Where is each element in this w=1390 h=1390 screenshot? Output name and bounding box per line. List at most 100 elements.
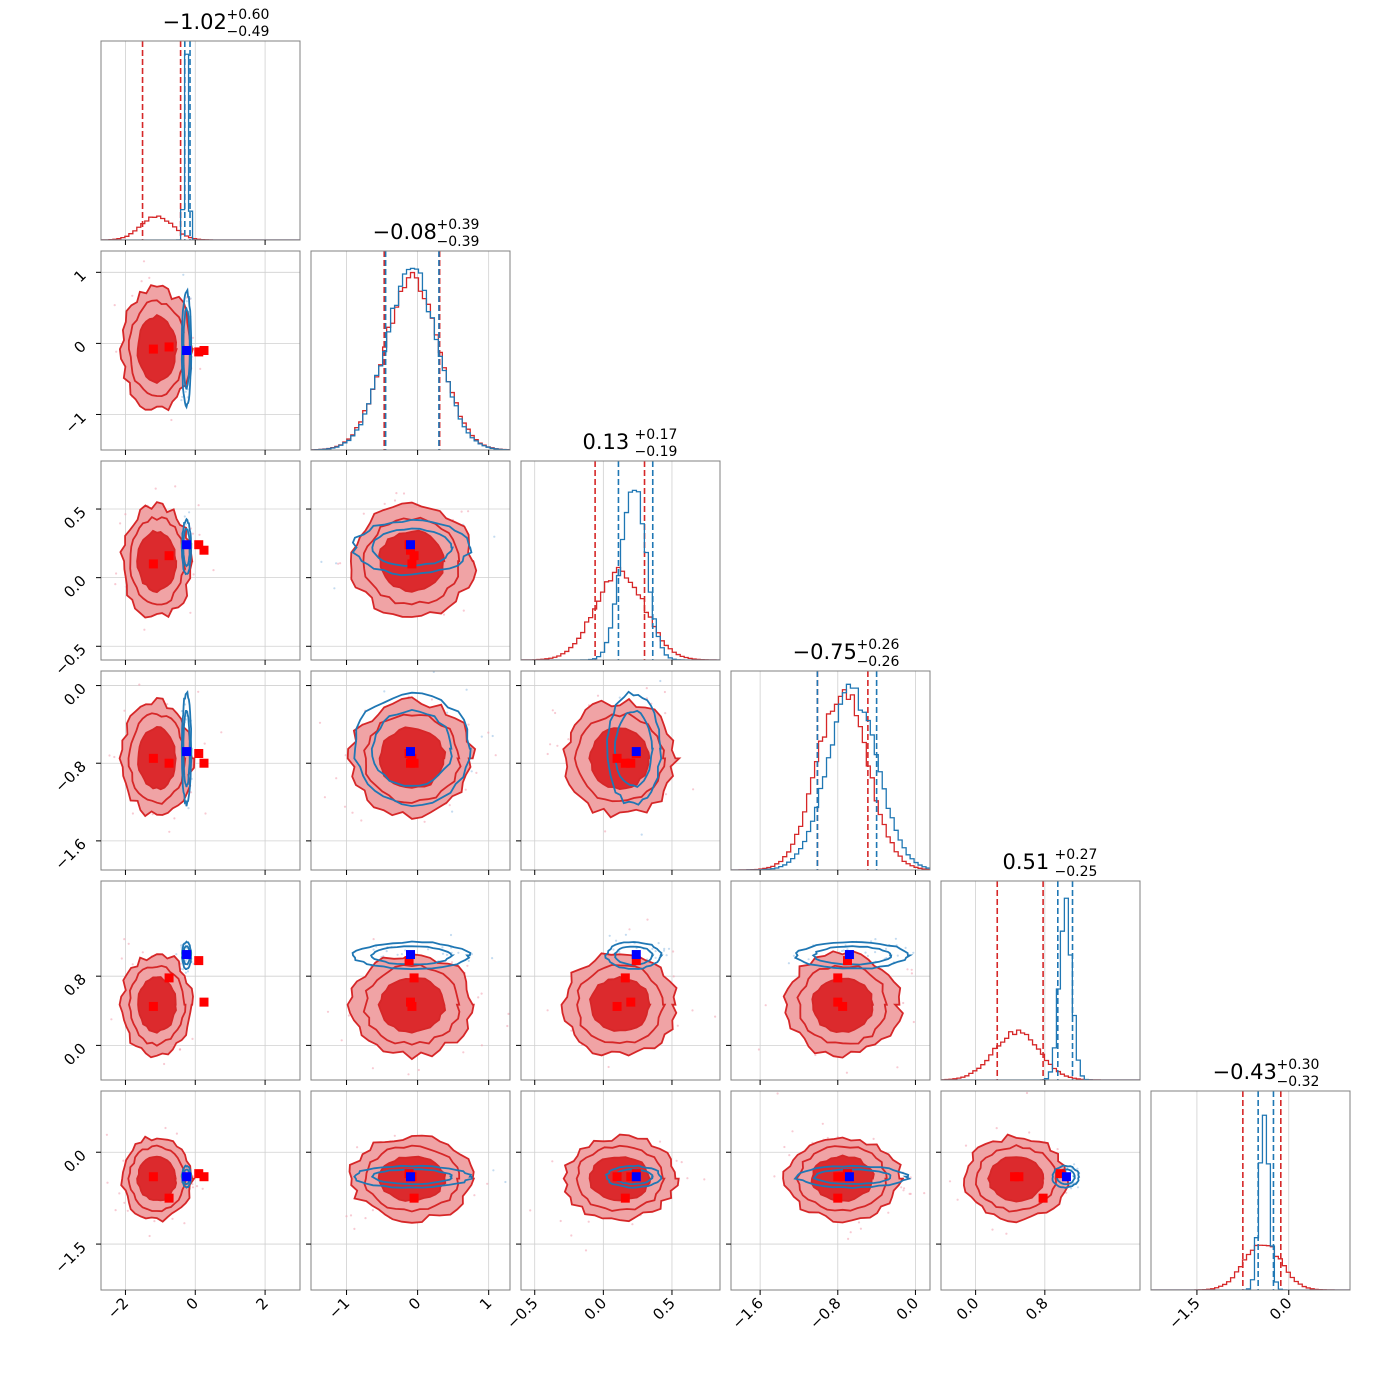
red-marker — [148, 344, 158, 354]
red-marker — [620, 973, 630, 983]
blue-marker — [182, 346, 192, 355]
histogram-panel-5: −0.43 +0.30−0.32 −1.5 0.0 — [1150, 1057, 1351, 1333]
scatter-point — [1070, 1187, 1073, 1190]
scatter-point — [131, 294, 134, 297]
scatter-point — [351, 811, 354, 814]
scatter-point — [604, 830, 607, 833]
scatter-point — [123, 1201, 126, 1204]
scatter-point — [393, 1134, 396, 1137]
scatter-point — [189, 297, 192, 300]
scatter-point — [123, 709, 126, 712]
axes-frame — [100, 40, 301, 241]
scatter-point — [396, 455, 398, 457]
scatter-point — [188, 511, 191, 514]
scatter-point — [356, 1146, 359, 1149]
scatter-point — [385, 950, 388, 953]
blue-contour-outer — [180, 1164, 192, 1189]
red-marker — [406, 997, 415, 1007]
scatter-point — [676, 1024, 679, 1027]
red-marker — [148, 753, 158, 763]
scatter-point — [480, 992, 483, 995]
scatter-point — [201, 1187, 204, 1190]
scatter-point — [1005, 1232, 1008, 1235]
scatter-point — [842, 949, 845, 952]
scatter-point — [645, 687, 648, 690]
scatter-point — [607, 1065, 610, 1069]
scatter-point — [791, 1130, 794, 1133]
red-marker — [620, 758, 630, 768]
scatter-point — [175, 1132, 178, 1135]
red-marker — [199, 758, 209, 768]
scatter-point — [672, 950, 675, 953]
red-marker — [842, 956, 852, 966]
panel-title-minus-5: −0.32 — [1277, 1074, 1320, 1090]
axes-frame — [730, 880, 931, 1081]
scatter-point — [788, 1154, 791, 1157]
panel-title-minus-4: −0.25 — [1055, 864, 1098, 880]
scatter-point — [166, 703, 169, 706]
red-marker — [1014, 1172, 1024, 1182]
scatter-point — [449, 933, 453, 937]
red-marker — [409, 1193, 419, 1203]
blue-contour-outer — [351, 940, 472, 971]
red-histogram — [311, 271, 510, 450]
red-marker — [409, 551, 419, 561]
red-marker — [612, 1172, 622, 1182]
red-marker — [407, 753, 417, 763]
red-contour-mid — [363, 713, 462, 804]
scatter-point — [333, 587, 336, 590]
x-tick-label: 0 — [183, 1294, 202, 1313]
red-marker — [194, 1169, 204, 1179]
y-tick-label: −1.5 — [51, 1238, 89, 1276]
panel-title-3: −0.75 — [793, 640, 857, 664]
axes-frame — [310, 1090, 511, 1291]
panel-title-plus-4: +0.27 — [1055, 847, 1098, 863]
red-marker — [838, 1001, 848, 1011]
red-marker — [199, 997, 209, 1007]
red-marker — [833, 997, 843, 1007]
panel-title-1: −0.08 — [373, 220, 437, 244]
scatter-point — [546, 1009, 549, 1012]
scatter-point — [910, 968, 913, 971]
scatter-point — [551, 1160, 554, 1163]
scatter-point — [122, 1159, 125, 1162]
x-tick-label: −0.8 — [806, 1294, 844, 1332]
scatter-point — [494, 754, 497, 757]
scatter-point — [153, 1220, 156, 1223]
x-tick-label: −1 — [325, 1294, 353, 1322]
scatter-point — [847, 1237, 850, 1240]
red-marker — [164, 1193, 174, 1203]
scatter-point — [783, 1145, 786, 1149]
scatter-point — [360, 819, 363, 822]
scatter-point — [323, 796, 326, 799]
red-marker — [199, 1172, 209, 1182]
scatter-point — [662, 949, 666, 952]
scatter-point — [874, 938, 877, 941]
panel-title-5: −0.43 — [1213, 1060, 1277, 1084]
contour-panel-4-1 — [306, 880, 511, 1085]
scatter-point — [115, 350, 118, 353]
scatter-point — [131, 812, 134, 815]
contour-panel-5-1: −1 0 1 — [306, 1090, 511, 1322]
red-marker — [833, 973, 843, 983]
scatter-point — [442, 613, 446, 616]
y-tick-label: 0 — [70, 337, 89, 356]
contour-panel-5-4: 0.0 0.8 — [936, 1090, 1141, 1324]
contour-panel-2-1 — [306, 455, 511, 665]
y-tick-label: −1.6 — [51, 835, 89, 873]
panel-title-plus-0: +0.60 — [227, 7, 270, 23]
scatter-point — [318, 721, 322, 724]
scatter-point — [1070, 1168, 1073, 1171]
scatter-point — [189, 611, 192, 614]
scatter-point — [400, 953, 403, 956]
scatter-point — [556, 744, 559, 747]
axes-frame — [100, 460, 301, 661]
scatter-point — [126, 1209, 129, 1212]
scatter-point — [114, 583, 117, 586]
red-marker — [148, 559, 158, 569]
scatter-point — [142, 260, 146, 263]
scatter-point — [402, 492, 406, 495]
scatter-point — [672, 975, 675, 978]
scatter-point — [651, 947, 654, 951]
scatter-point — [467, 510, 470, 513]
